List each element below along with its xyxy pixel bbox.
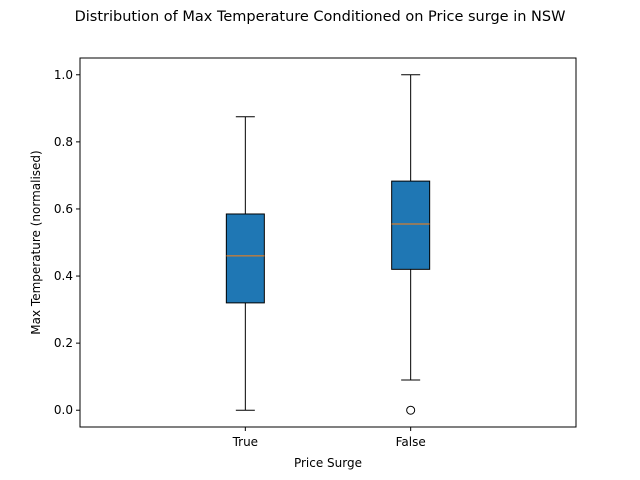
iqr-box bbox=[225, 213, 265, 304]
y-axis: 0.0 0.2 0.4 0.6 0.8 1.0 bbox=[54, 68, 80, 417]
y-tick-label: 0.0 bbox=[54, 403, 73, 417]
y-tick-label: 0.8 bbox=[54, 135, 73, 149]
x-axis-label: Price Surge bbox=[294, 456, 362, 470]
y-tick-label: 0.6 bbox=[54, 202, 73, 216]
iqr-box bbox=[391, 180, 431, 270]
y-tick-label: 1.0 bbox=[54, 68, 73, 82]
plot-frame bbox=[79, 57, 577, 428]
x-axis: True False bbox=[232, 427, 426, 449]
x-tick-label: False bbox=[396, 435, 426, 449]
y-tick-label: 0.2 bbox=[54, 336, 73, 350]
y-axis-label: Max Temperature (normalised) bbox=[29, 150, 43, 334]
plot-area bbox=[225, 74, 431, 415]
y-tick-label: 0.4 bbox=[54, 269, 73, 283]
x-tick-label: True bbox=[232, 435, 259, 449]
box-false bbox=[391, 74, 431, 415]
box-true bbox=[225, 116, 265, 411]
outlier-point bbox=[406, 405, 416, 415]
chart-title: Distribution of Max Temperature Conditio… bbox=[75, 9, 566, 25]
